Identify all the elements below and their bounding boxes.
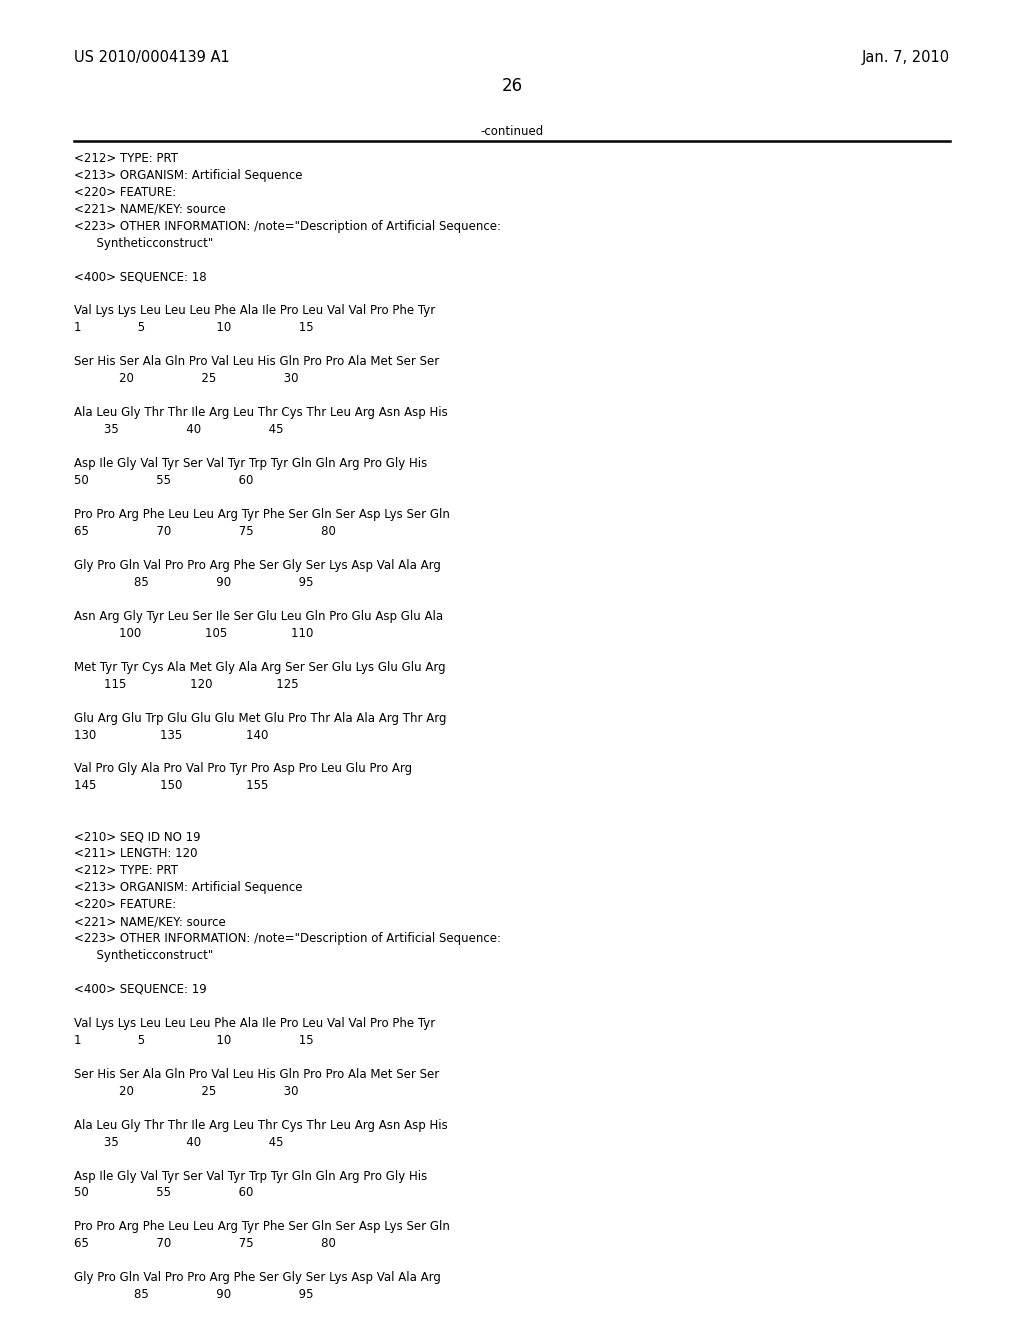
Text: Val Lys Lys Leu Leu Leu Phe Ala Ile Pro Leu Val Val Pro Phe Tyr: Val Lys Lys Leu Leu Leu Phe Ala Ile Pro … [74,1016,435,1030]
Text: Gly Pro Gln Val Pro Pro Arg Phe Ser Gly Ser Lys Asp Val Ala Arg: Gly Pro Gln Val Pro Pro Arg Phe Ser Gly … [74,1271,440,1284]
Text: Gly Pro Gln Val Pro Pro Arg Phe Ser Gly Ser Lys Asp Val Ala Arg: Gly Pro Gln Val Pro Pro Arg Phe Ser Gly … [74,558,440,572]
Text: 115                 120                 125: 115 120 125 [74,677,298,690]
Text: 100                 105                 110: 100 105 110 [74,627,313,640]
Text: <213> ORGANISM: Artificial Sequence: <213> ORGANISM: Artificial Sequence [74,169,302,182]
Text: 1               5                   10                  15: 1 5 10 15 [74,1034,313,1047]
Text: 20                  25                  30: 20 25 30 [74,372,298,385]
Text: <211> LENGTH: 120: <211> LENGTH: 120 [74,847,198,861]
Text: 26: 26 [502,77,522,95]
Text: Ala Leu Gly Thr Thr Ile Arg Leu Thr Cys Thr Leu Arg Asn Asp His: Ala Leu Gly Thr Thr Ile Arg Leu Thr Cys … [74,407,447,420]
Text: Pro Pro Arg Phe Leu Leu Arg Tyr Phe Ser Gln Ser Asp Lys Ser Gln: Pro Pro Arg Phe Leu Leu Arg Tyr Phe Ser … [74,1221,450,1233]
Text: 35                  40                  45: 35 40 45 [74,424,284,436]
Text: <221> NAME/KEY: source: <221> NAME/KEY: source [74,915,225,928]
Text: -continued: -continued [480,125,544,139]
Text: 85                  90                  95: 85 90 95 [74,576,313,589]
Text: 20                  25                  30: 20 25 30 [74,1085,298,1098]
Text: 50                  55                  60: 50 55 60 [74,1187,253,1200]
Text: 1               5                   10                  15: 1 5 10 15 [74,322,313,334]
Text: Ser His Ser Ala Gln Pro Val Leu His Gln Pro Pro Ala Met Ser Ser: Ser His Ser Ala Gln Pro Val Leu His Gln … [74,355,439,368]
Text: 145                 150                 155: 145 150 155 [74,779,268,792]
Text: <213> ORGANISM: Artificial Sequence: <213> ORGANISM: Artificial Sequence [74,882,302,894]
Text: Asp Ile Gly Val Tyr Ser Val Tyr Trp Tyr Gln Gln Arg Pro Gly His: Asp Ile Gly Val Tyr Ser Val Tyr Trp Tyr … [74,457,427,470]
Text: 130                 135                 140: 130 135 140 [74,729,268,742]
Text: <400> SEQUENCE: 18: <400> SEQUENCE: 18 [74,271,207,284]
Text: Jan. 7, 2010: Jan. 7, 2010 [862,50,950,65]
Text: Val Pro Gly Ala Pro Val Pro Tyr Pro Asp Pro Leu Glu Pro Arg: Val Pro Gly Ala Pro Val Pro Tyr Pro Asp … [74,763,412,775]
Text: <220> FEATURE:: <220> FEATURE: [74,186,176,199]
Text: Glu Arg Glu Trp Glu Glu Glu Met Glu Pro Thr Ala Ala Arg Thr Arg: Glu Arg Glu Trp Glu Glu Glu Met Glu Pro … [74,711,446,725]
Text: Syntheticconstruct": Syntheticconstruct" [74,949,213,962]
Text: Ala Leu Gly Thr Thr Ile Arg Leu Thr Cys Thr Leu Arg Asn Asp His: Ala Leu Gly Thr Thr Ile Arg Leu Thr Cys … [74,1118,447,1131]
Text: Asp Ile Gly Val Tyr Ser Val Tyr Trp Tyr Gln Gln Arg Pro Gly His: Asp Ile Gly Val Tyr Ser Val Tyr Trp Tyr … [74,1170,427,1183]
Text: <212> TYPE: PRT: <212> TYPE: PRT [74,865,178,878]
Text: Syntheticconstruct": Syntheticconstruct" [74,236,213,249]
Text: Asn Arg Gly Tyr Leu Ser Ile Ser Glu Leu Gln Pro Glu Asp Glu Ala: Asn Arg Gly Tyr Leu Ser Ile Ser Glu Leu … [74,610,442,623]
Text: US 2010/0004139 A1: US 2010/0004139 A1 [74,50,229,65]
Text: Ser His Ser Ala Gln Pro Val Leu His Gln Pro Pro Ala Met Ser Ser: Ser His Ser Ala Gln Pro Val Leu His Gln … [74,1068,439,1081]
Text: <210> SEQ ID NO 19: <210> SEQ ID NO 19 [74,830,201,843]
Text: <223> OTHER INFORMATION: /note="Description of Artificial Sequence:: <223> OTHER INFORMATION: /note="Descript… [74,932,501,945]
Text: 50                  55                  60: 50 55 60 [74,474,253,487]
Text: 85                  90                  95: 85 90 95 [74,1288,313,1302]
Text: 65                  70                  75                  80: 65 70 75 80 [74,525,336,539]
Text: Val Lys Lys Leu Leu Leu Phe Ala Ile Pro Leu Val Val Pro Phe Tyr: Val Lys Lys Leu Leu Leu Phe Ala Ile Pro … [74,305,435,317]
Text: <223> OTHER INFORMATION: /note="Description of Artificial Sequence:: <223> OTHER INFORMATION: /note="Descript… [74,219,501,232]
Text: <221> NAME/KEY: source: <221> NAME/KEY: source [74,203,225,215]
Text: <212> TYPE: PRT: <212> TYPE: PRT [74,152,178,165]
Text: Met Tyr Tyr Cys Ala Met Gly Ala Arg Ser Ser Glu Lys Glu Glu Arg: Met Tyr Tyr Cys Ala Met Gly Ala Arg Ser … [74,661,445,673]
Text: 65                  70                  75                  80: 65 70 75 80 [74,1237,336,1250]
Text: <220> FEATURE:: <220> FEATURE: [74,898,176,911]
Text: 35                  40                  45: 35 40 45 [74,1135,284,1148]
Text: Pro Pro Arg Phe Leu Leu Arg Tyr Phe Ser Gln Ser Asp Lys Ser Gln: Pro Pro Arg Phe Leu Leu Arg Tyr Phe Ser … [74,508,450,521]
Text: <400> SEQUENCE: 19: <400> SEQUENCE: 19 [74,983,207,995]
